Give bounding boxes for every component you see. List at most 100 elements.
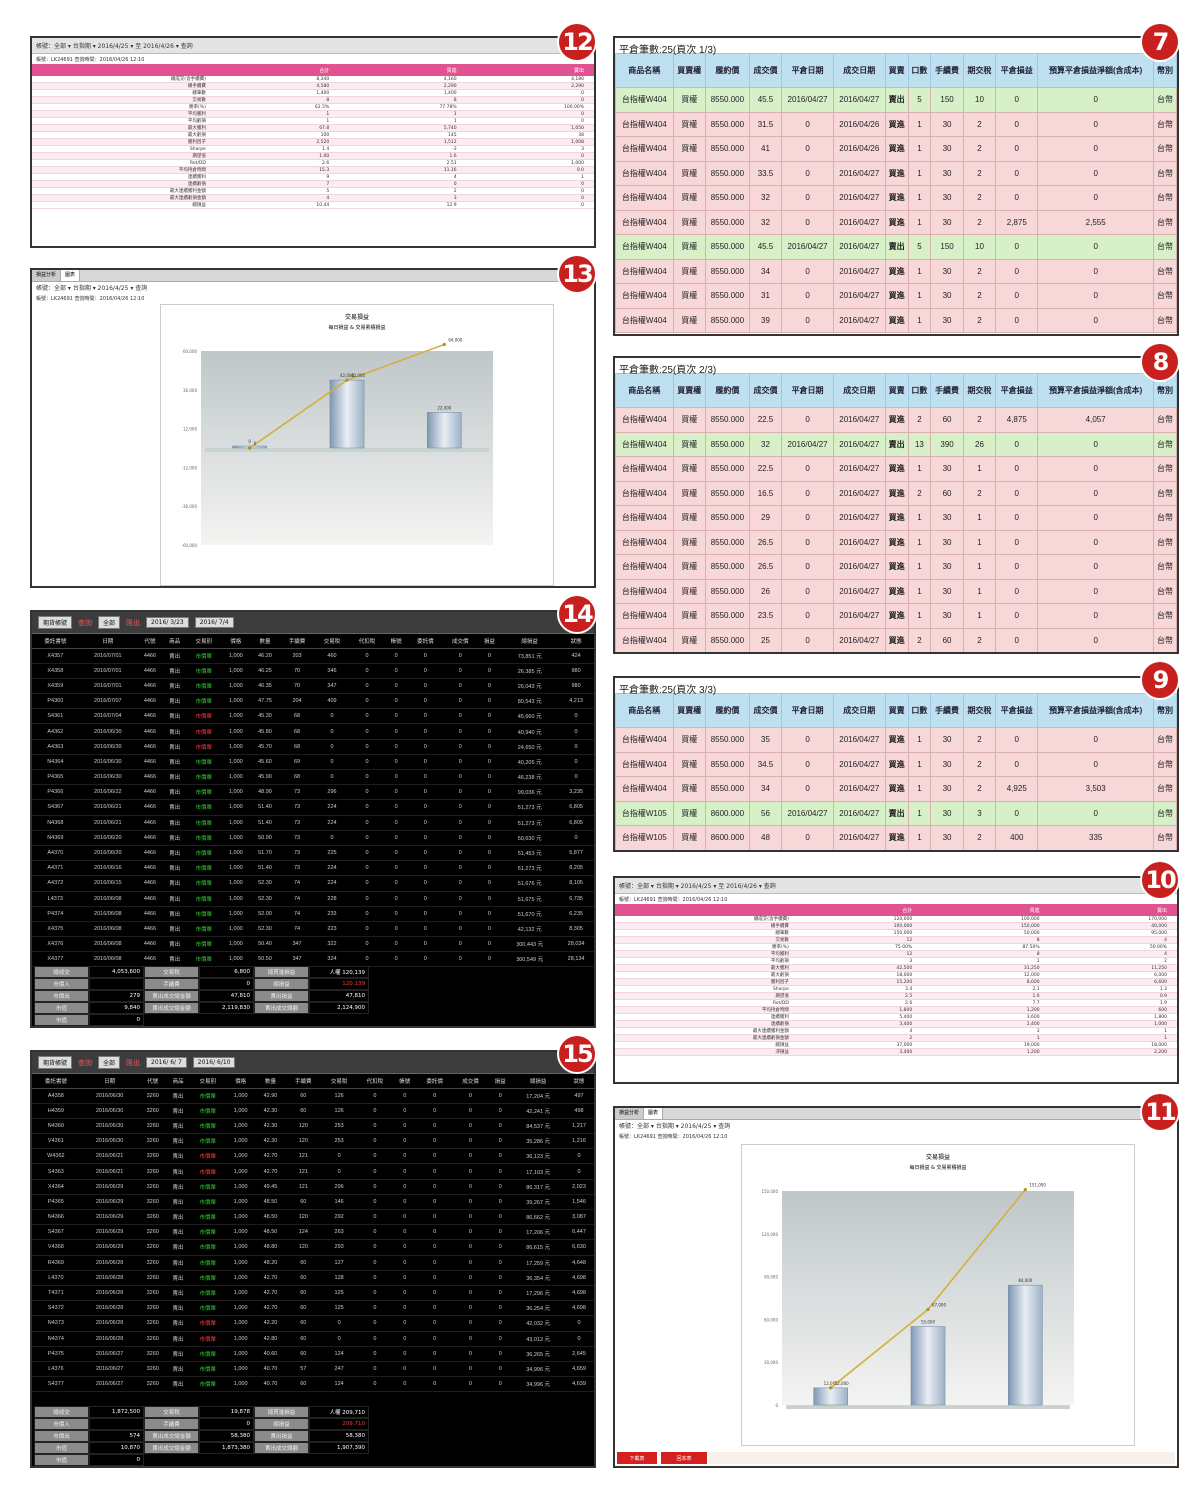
table-row[interactable]: P4365 2016/06/29 3260 賣出 市價單 1,000 48.50 60 146 0… [32, 1194, 594, 1211]
col-header[interactable]: 買賣 [884, 693, 909, 728]
table-row[interactable]: X4364 2016/06/29 3260 賣出 市價單 1,000 49.45 121 296… [32, 1179, 594, 1195]
table-row[interactable]: A4371 2016/06/16 4466 賣出 市價單 1,000 51.40 73 224 0… [32, 860, 594, 877]
col-header[interactable]: 總損益 [512, 1074, 564, 1089]
dk15-date-from[interactable]: 2016/ 6/ 7 [146, 1057, 187, 1068]
col-header[interactable]: 商品 [166, 1074, 190, 1089]
table-row[interactable]: H4359 2016/06/30 3260 賣出 市價單 1,000 42.30 60 126 0… [32, 1103, 594, 1119]
table-row[interactable]: 台指權W404 買權 8550.000 33.5 0 2016/04/27 買進 1 30 2 0 0… [615, 160, 1177, 186]
col-header[interactable]: 價格 [221, 634, 251, 649]
dk15-query-button[interactable]: 查詢 [78, 1058, 93, 1067]
table-row[interactable]: X4376 2016/06/08 4466 賣出 市價單 1,000 50.40 347 322… [32, 936, 594, 953]
col-header[interactable]: 手續費 [930, 693, 964, 728]
dk14-account-select[interactable]: 期貨帳號 [38, 616, 73, 629]
table-row[interactable]: X4358 2016/07/01 4466 賣出 市價單 1,000 46.25 70 346 0… [32, 663, 594, 679]
table-row[interactable]: N4374 2016/06/28 3260 賣出 市價單 1,000 42.80 60 0 0 0 0… [32, 1331, 594, 1347]
table-row[interactable]: N4360 2016/06/30 3260 賣出 市價單 1,000 42.30 120 253… [32, 1118, 594, 1135]
col-header[interactable]: 委託書號 [32, 1074, 80, 1089]
col-header[interactable]: 代扣稅 [349, 634, 385, 649]
table-row[interactable]: P4375 2016/06/27 3260 賣出 市價單 1,000 40.60 60 124 0… [32, 1346, 594, 1362]
col-header[interactable]: 成交日期 [832, 373, 886, 408]
return-tab[interactable]: 回本表 [661, 1452, 707, 1464]
col-header[interactable]: 委託書號 [32, 634, 79, 649]
col-header[interactable]: 數量 [255, 1074, 286, 1089]
col-header[interactable]: 成交價 [442, 634, 478, 649]
table-row[interactable]: A4372 2016/06/15 4466 賣出 市價單 1,000 52.30 74 224 0… [32, 875, 594, 892]
dk14-filter-select[interactable]: 全部 [98, 616, 121, 629]
table-row[interactable]: N4369 2016/06/20 4466 賣出 市價單 1,000 50.90 73 0 0 0 0… [32, 830, 594, 846]
table-row[interactable]: A4362 2016/06/30 4466 賣出 市價單 1,000 45.80 68 0 0 0 0… [32, 723, 594, 740]
table-row[interactable]: R4369 2016/06/28 3260 賣出 市價單 1,000 48.20 60 127 0… [32, 1255, 594, 1271]
col-header[interactable]: 期交稅 [962, 693, 997, 728]
table-row[interactable]: 台指權W404 買權 8550.000 45.5 2016/04/27 2016/04/2… [615, 87, 1177, 113]
col-header[interactable]: 平倉損益 [995, 53, 1039, 88]
col-header[interactable]: 日期 [78, 634, 137, 649]
table-row[interactable]: S4367 2016/06/29 3260 賣出 市價單 1,000 48.50 124 263… [32, 1224, 594, 1241]
table-row[interactable]: 台指權W404 買權 8550.000 22.5 0 2016/04/27 買進 2 60 2 4,… [615, 407, 1177, 433]
col-header[interactable]: 交易別 [189, 1074, 226, 1089]
col-header[interactable]: 成交日期 [832, 693, 886, 728]
table-row[interactable]: L4376 2016/06/27 3260 賣出 市價單 1,000 40.70 57 247 0… [32, 1361, 594, 1378]
table-row[interactable]: V4361 2016/06/30 3260 賣出 市價單 1,000 42.30 120 253… [32, 1133, 594, 1150]
table-row[interactable]: A4358 2016/06/30 3260 賣出 市價單 1,000 42.90 60 126 0… [32, 1088, 594, 1104]
col-header[interactable]: 手續費 [930, 53, 964, 88]
col-header[interactable]: 口數 [907, 373, 932, 408]
col-header[interactable]: 成交價 [748, 373, 783, 408]
col-header[interactable]: 手續費 [930, 373, 964, 408]
table-row[interactable]: L4373 2016/06/08 4466 賣出 市價單 1,000 52.30 74 228 0… [32, 891, 594, 907]
col-header[interactable]: 帳號 [392, 1074, 417, 1089]
stats-toolbar[interactable]: 帳號：全部 ▾ 台指期 ▾ 2016/4/25 ▾ 至 2016/4/26 ▾ … [32, 38, 594, 54]
dk14-date-from[interactable]: 2016/ 3/23 [146, 617, 189, 628]
table-row[interactable]: 台指權W404 買權 8550.000 26 0 2016/04/27 買進 1 30 1 0 0 台幣 [615, 578, 1177, 604]
table-row[interactable]: X4357 2016/07/01 4466 賣出 市價單 1,000 46.20 203 460… [32, 648, 594, 664]
dk15-account-select[interactable]: 期貨帳號 [38, 1056, 73, 1069]
table-row[interactable]: P4365 2016/06/30 4466 賣出 市價單 1,000 45.90 68 0 0 0 0… [32, 769, 594, 786]
table-row[interactable]: 台指權W404 買權 8550.000 31 0 2016/04/27 買進 1 30 2 0 0 台幣 [615, 283, 1177, 309]
col-header[interactable]: 平倉損益 [995, 373, 1039, 408]
stats10-toolbar[interactable]: 帳號：全部 ▾ 台指期 ▾ 2016/4/25 ▾ 至 2016/4/26 ▾ … [615, 878, 1177, 894]
table-row[interactable]: 台指權W404 買權 8550.000 26.5 0 2016/04/27 買進 1 30 1 0 0… [615, 529, 1177, 555]
table-row[interactable]: 台指權W105 買權 8600.000 56 2016/04/27 2016/04/27 賣… [615, 800, 1177, 826]
col-header[interactable]: 數量 [250, 634, 280, 649]
col-header[interactable]: 平倉損益 [995, 693, 1039, 728]
col-header[interactable]: 商品 [162, 634, 187, 649]
table-row[interactable]: W4362 2016/06/21 3260 賣出 市價單 1,000 42.70 121 0 0 0… [32, 1148, 594, 1165]
table-row[interactable]: 台指權W404 買權 8550.000 29 0 2016/04/27 買進 1 30 1 0 0 台幣 [615, 505, 1177, 531]
table-row[interactable]: S4377 2016/06/27 3260 賣出 市價單 1,000 40.70 60 124 0… [32, 1376, 594, 1393]
dk15-filter-select[interactable]: 全部 [98, 1056, 121, 1069]
col-header[interactable]: 期交稅 [962, 373, 997, 408]
table-row[interactable]: V4368 2016/06/29 3260 賣出 市價單 1,000 48.80 120 293… [32, 1239, 594, 1256]
table-row[interactable]: X4359 2016/07/01 4466 賣出 市價單 1,000 46.35 70 347 0… [32, 678, 594, 695]
table-row[interactable]: N4368 2016/06/21 4466 賣出 市價單 1,000 51.40 73 224 0… [32, 815, 594, 831]
download-tab[interactable]: 下載表 [617, 1452, 657, 1464]
table-row[interactable]: 台指權W404 買權 8550.000 34 0 2016/04/27 買進 1 30 2 4,92… [615, 776, 1177, 802]
col-header[interactable]: 價格 [225, 1074, 256, 1089]
dk15-date-to[interactable]: 2016/ 6/10 [192, 1057, 236, 1068]
col-header[interactable]: 商品名稱 [615, 53, 674, 88]
col-header[interactable]: 交易別 [186, 634, 222, 649]
col-header[interactable]: 委託價 [416, 1074, 453, 1089]
col-header[interactable]: 買賣權 [672, 693, 707, 728]
chart11-toolbar[interactable]: 帳號：全部 ▾ 台指期 ▾ 2016/4/25 ▾ 查詢 [615, 1120, 1177, 1131]
col-header[interactable]: 預算平倉損益淨額(含成本) [1037, 53, 1155, 88]
col-header[interactable]: 手續費 [285, 1074, 322, 1089]
table-row[interactable]: 台指權W404 買權 8550.000 16.5 0 2016/04/27 買進 2 60 2 0 0… [615, 480, 1177, 506]
table-row[interactable]: N4366 2016/06/29 3260 賣出 市價單 1,000 48.50 120 292… [32, 1209, 594, 1226]
col-header[interactable]: 交易稅 [314, 634, 350, 649]
table-row[interactable]: 台指權W404 買權 8550.000 34 0 2016/04/27 買進 1 30 2 0 0 台幣 [615, 258, 1177, 284]
col-header[interactable]: 帳號 [384, 634, 408, 649]
table-row[interactable]: P4374 2016/06/08 4466 賣出 市價單 1,000 52.00 74 233 0… [32, 906, 594, 922]
table-row[interactable]: 台指權W404 買權 8550.000 35 0 2016/04/27 買進 1 30 2 0 0 台幣 [615, 727, 1177, 753]
col-header[interactable]: 買賣 [884, 373, 909, 408]
col-header[interactable]: 損益 [488, 1074, 513, 1089]
table-row[interactable]: 台指權W404 買權 8550.000 45.5 2016/04/27 2016/04/2… [615, 234, 1177, 260]
tab-analysis[interactable]: 損益分析 [32, 270, 62, 281]
col-header[interactable]: 履約價 [705, 53, 750, 88]
col-header[interactable]: 預算平倉損益淨額(含成本) [1037, 693, 1155, 728]
table-row[interactable]: N4364 2016/06/30 4466 賣出 市價單 1,000 45.60 69 0 0 0 0… [32, 754, 594, 771]
col-header[interactable]: 總損益 [501, 634, 559, 649]
col-header[interactable]: 代號 [136, 634, 163, 649]
col-header[interactable]: 平倉日期 [781, 693, 834, 728]
table-row[interactable]: 台指權W404 買權 8550.000 32 0 2016/04/27 買進 1 30 2 2,87… [615, 209, 1177, 235]
table-row[interactable]: 台指權W404 買權 8550.000 41 0 2016/04/26 買進 1 30 2 0 0 台幣 [615, 136, 1177, 162]
col-header[interactable]: 履約價 [705, 693, 750, 728]
